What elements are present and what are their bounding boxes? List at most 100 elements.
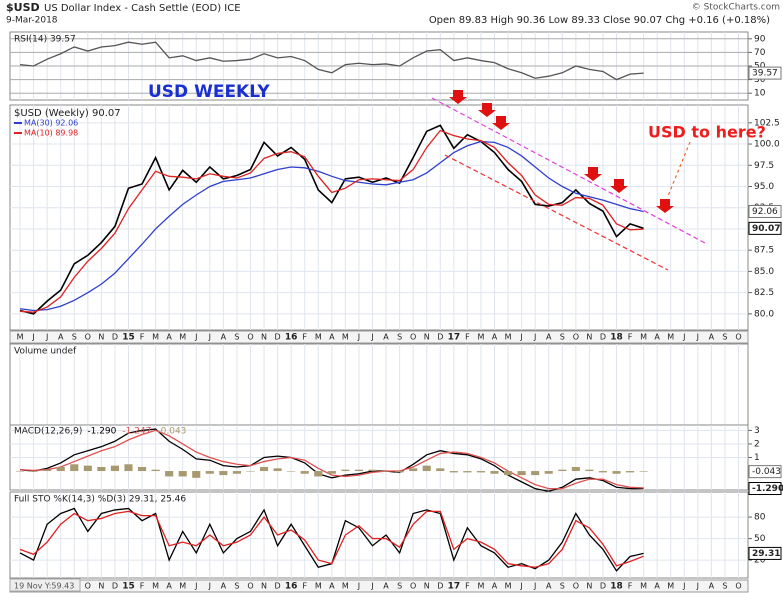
x-tick-label: A — [654, 582, 660, 591]
x-tick-label: 18 — [610, 582, 623, 592]
histogram-bar — [436, 468, 445, 472]
last-value-label: 29.31 — [752, 549, 780, 559]
x-tick-label: M — [315, 582, 322, 591]
series-line — [19, 41, 644, 81]
x-tick-label: A — [329, 582, 335, 591]
x-tick-label: A — [546, 333, 552, 342]
symbol: $USD — [6, 1, 40, 14]
histogram-bar — [449, 471, 458, 473]
x-tick-label: 17 — [448, 582, 461, 592]
series-line — [19, 510, 644, 568]
y-tick-label: 100.0 — [754, 140, 780, 150]
x-tick-label: J — [682, 582, 685, 591]
x-tick-label: A — [329, 333, 335, 342]
x-tick-label: S — [560, 333, 565, 342]
axis-strip — [9, 330, 749, 344]
y-tick-label: 95.0 — [754, 182, 774, 192]
histogram-bar — [110, 465, 119, 472]
panel — [9, 104, 749, 331]
x-tick-label: M — [640, 582, 647, 591]
histogram-bar — [409, 468, 418, 472]
x-tick-label: O — [85, 333, 91, 342]
y-tick-label: 50 — [754, 62, 766, 72]
x-tick-label: J — [696, 333, 699, 342]
x-tick-label: A — [383, 582, 389, 591]
histogram-bar — [585, 469, 594, 472]
x-tick-label: N — [424, 333, 430, 342]
y-tick-label: 2 — [754, 439, 760, 449]
x-tick-label: 16 — [285, 333, 298, 343]
x-tick-label: J — [696, 582, 699, 591]
x-tick-label: J — [194, 582, 197, 591]
x-tick-label: M — [667, 582, 674, 591]
histogram-bar — [300, 471, 309, 474]
annotations — [431, 90, 706, 271]
readout-box — [9, 578, 81, 592]
histogram-bar — [29, 471, 38, 472]
last-value-label: 39.57 — [752, 69, 778, 79]
series-line — [19, 429, 644, 490]
credit: © StockCharts.com — [692, 3, 780, 13]
x-tick-label: J — [31, 333, 34, 342]
histogram-bar — [97, 466, 106, 472]
last-value-box — [748, 221, 782, 235]
histogram-bar — [15, 471, 25, 472]
x-tick-label: A — [709, 333, 715, 342]
y-tick-label: 10 — [754, 89, 766, 99]
histogram-bar — [531, 471, 540, 476]
histogram-bar — [544, 471, 553, 474]
last-value-label: -0.043 — [752, 467, 781, 477]
x-tick-label: S — [722, 333, 727, 342]
histogram-bar — [327, 471, 336, 474]
histogram-bar — [625, 471, 635, 473]
x-tick-label: N — [261, 582, 267, 591]
legend-label: -0.043 — [157, 427, 186, 437]
x-tick-label: A — [383, 333, 389, 342]
x-tick-label: J — [45, 333, 48, 342]
histogram-bar — [395, 471, 404, 473]
trend-line — [431, 97, 706, 244]
arrow — [449, 90, 467, 104]
panel-title: Volume undef — [14, 347, 77, 357]
x-tick-label: N — [424, 582, 430, 591]
x-tick-label: F — [140, 582, 145, 591]
x-tick-label: J — [194, 333, 197, 342]
histogram-bar — [354, 469, 364, 472]
histogram-bar — [259, 466, 269, 472]
x-tick-label: N — [586, 333, 592, 342]
arrow — [656, 199, 674, 213]
x-tick-label: J — [519, 582, 522, 591]
x-tick-label: M — [667, 333, 674, 342]
y-tick-label: 97.5 — [754, 161, 774, 171]
histogram-bar — [598, 471, 608, 473]
x-tick-label: M — [640, 333, 647, 342]
chart-title: USD WEEKLY — [148, 82, 270, 102]
x-tick-label: N — [586, 582, 592, 591]
series-line — [19, 428, 644, 493]
x-tick-label: S — [72, 333, 77, 342]
x-tick-label: J — [370, 582, 373, 591]
last-value-box — [748, 482, 782, 496]
last-value-box — [748, 204, 782, 218]
panel-title: MACD(12,26,9) — [14, 427, 82, 437]
y-tick-label: 3 — [754, 426, 760, 436]
x-tick-label: F — [628, 582, 633, 591]
panel-title: Full STO %K(14,3) %D(3) 29.31, 25.46 — [14, 495, 186, 505]
x-tick-label: D — [275, 582, 281, 591]
histogram-bar — [517, 471, 526, 476]
legend-label: $USD (Weekly) 90.07 — [14, 108, 121, 119]
x-tick-label: M — [152, 582, 159, 591]
histogram-bar — [70, 464, 79, 472]
last-value-label: -1.290 — [752, 484, 783, 494]
x-tick-label: A — [546, 582, 552, 591]
histogram-bar — [422, 465, 431, 472]
histogram-bar — [205, 471, 214, 474]
x-tick-label: A — [654, 333, 660, 342]
x-tick-label: F — [140, 333, 145, 342]
x-tick-label: F — [302, 582, 307, 591]
cursor-readout: 19 Nov Y:59.43 — [14, 582, 74, 591]
arrow — [610, 179, 628, 193]
series-line — [19, 129, 644, 313]
x-tick-label: M — [477, 582, 484, 591]
x-tick-label: S — [560, 582, 565, 591]
